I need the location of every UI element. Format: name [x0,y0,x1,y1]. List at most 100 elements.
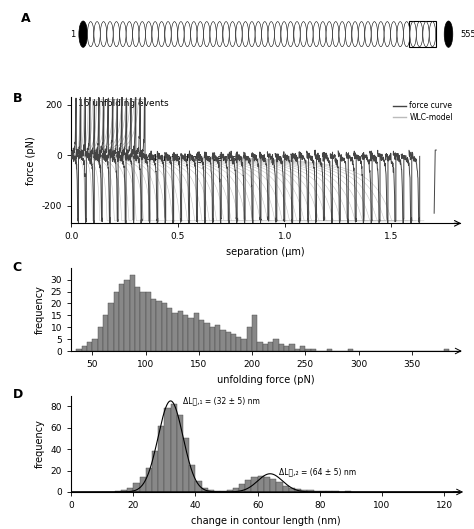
Ellipse shape [197,22,203,47]
Ellipse shape [319,22,326,47]
Text: ΔLⰟ,₂ = (64 ± 5) nm: ΔLⰟ,₂ = (64 ± 5) nm [280,468,356,477]
Ellipse shape [423,22,429,47]
Bar [204,323,210,351]
Bar [410,21,436,47]
Ellipse shape [352,22,358,47]
Bar [167,308,172,351]
X-axis label: separation (μm): separation (μm) [226,247,305,257]
Ellipse shape [384,22,391,47]
Ellipse shape [210,22,216,47]
Ellipse shape [203,22,210,47]
Text: C: C [13,261,22,274]
Bar [127,488,133,492]
Bar [257,342,263,351]
Bar [345,491,351,492]
Text: 1: 1 [70,30,75,39]
Ellipse shape [100,22,107,47]
Bar [208,490,214,492]
Ellipse shape [133,22,139,47]
Bar [231,334,236,351]
Ellipse shape [88,22,94,47]
Bar [326,491,332,492]
Ellipse shape [184,22,191,47]
Text: 16 unfolding events: 16 unfolding events [78,99,168,108]
Ellipse shape [274,22,281,47]
Ellipse shape [229,22,236,47]
Y-axis label: frequency: frequency [35,285,45,334]
Bar [305,349,310,351]
Ellipse shape [346,22,352,47]
Ellipse shape [365,22,371,47]
Bar [215,325,220,351]
Bar [151,299,156,351]
Bar [103,315,109,351]
Ellipse shape [371,22,378,47]
Y-axis label: force (pN): force (pN) [26,136,36,185]
Bar [348,349,353,351]
Bar [290,344,295,351]
Bar [119,285,124,351]
Ellipse shape [126,22,133,47]
Bar [171,404,177,492]
Bar [135,287,140,351]
Bar [121,490,127,492]
Bar [87,342,92,351]
Bar [327,349,332,351]
Ellipse shape [107,22,113,47]
Bar [210,327,215,351]
Bar [177,415,183,492]
Ellipse shape [242,22,248,47]
Bar [92,339,98,351]
Bar [199,320,204,351]
Ellipse shape [146,22,152,47]
Bar [233,488,239,492]
Bar [252,315,257,351]
Bar [183,439,189,492]
Bar [158,425,164,492]
Text: 5559: 5559 [461,30,474,39]
Bar [301,490,308,492]
Bar [124,280,130,351]
Ellipse shape [236,22,242,47]
Bar [300,346,305,351]
Ellipse shape [171,22,178,47]
Bar [172,313,178,351]
Ellipse shape [178,22,184,47]
Bar [295,349,300,351]
Ellipse shape [391,22,397,47]
Bar [245,480,251,492]
Ellipse shape [378,22,384,47]
Bar [444,349,449,351]
Bar [239,485,245,492]
Bar [76,349,82,351]
Ellipse shape [120,22,126,47]
Ellipse shape [444,21,453,47]
Bar [156,301,162,351]
Y-axis label: frequency: frequency [35,419,45,468]
Ellipse shape [339,22,346,47]
Bar [264,477,270,492]
Bar [247,327,252,351]
Bar [236,337,241,351]
Bar [268,342,273,351]
Ellipse shape [333,22,339,47]
Ellipse shape [397,22,403,47]
Ellipse shape [113,22,119,47]
Bar [189,465,195,492]
Text: A: A [20,12,30,25]
Bar [241,339,247,351]
Bar [276,482,283,492]
X-axis label: change in contour length (nm): change in contour length (nm) [191,516,340,525]
Bar [283,486,289,492]
Bar [263,344,268,351]
Bar [178,311,183,351]
Bar [114,291,119,351]
Bar [226,332,231,351]
Ellipse shape [410,22,416,47]
Ellipse shape [307,22,313,47]
Text: ΔLⰟ,₁ = (32 ± 5) nm: ΔLⰟ,₁ = (32 ± 5) nm [183,396,260,405]
Ellipse shape [416,22,423,47]
Bar [195,481,202,492]
Ellipse shape [358,22,365,47]
Ellipse shape [281,22,287,47]
